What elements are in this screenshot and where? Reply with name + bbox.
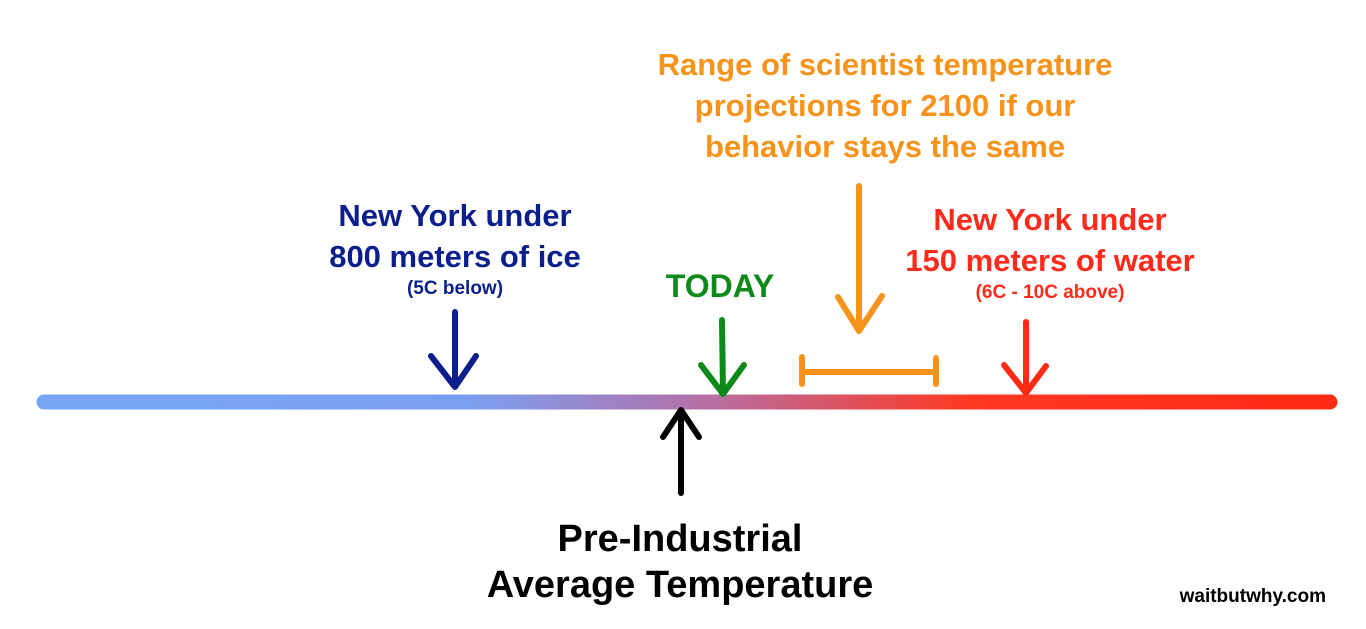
preindustrial-label-line2: Average Temperature [486, 564, 874, 606]
down-arrow-icon [835, 183, 885, 334]
sea-level-label-line1: New York under [933, 202, 1167, 237]
today-label: TODAY [665, 268, 775, 304]
projection-label-line2: projections for 2100 if our [694, 88, 1076, 123]
sea-level-label-line2: 150 meters of water [905, 243, 1195, 278]
ice-age-label-line2: 800 meters of ice [329, 239, 581, 274]
projection-label: Range of scientist temperature projectio… [585, 44, 1185, 167]
preindustrial-label-line1: Pre-Industrial [557, 518, 803, 560]
sea-level-label: New York under 150 meters of water (6C -… [870, 199, 1230, 305]
up-arrow-icon [660, 407, 702, 496]
down-arrow-icon [1001, 319, 1049, 396]
projection-label-line1: Range of scientist temperature [657, 47, 1113, 82]
projection-range-bracket [799, 354, 939, 387]
ice-age-sublabel: (5C below) [406, 278, 504, 299]
ice-age-label: New York under 800 meters of ice (5C bel… [305, 195, 605, 301]
down-arrow-icon [698, 317, 747, 397]
preindustrial-label: Pre-Industrial Average Temperature [430, 516, 930, 608]
sea-level-sublabel: (6C - 10C above) [975, 282, 1125, 303]
down-arrow-icon [428, 309, 479, 390]
watermark: waitbutwhy.com [1179, 586, 1326, 607]
ice-age-label-line1: New York under [338, 198, 572, 233]
projection-label-line3: behavior stays the same [704, 129, 1066, 164]
